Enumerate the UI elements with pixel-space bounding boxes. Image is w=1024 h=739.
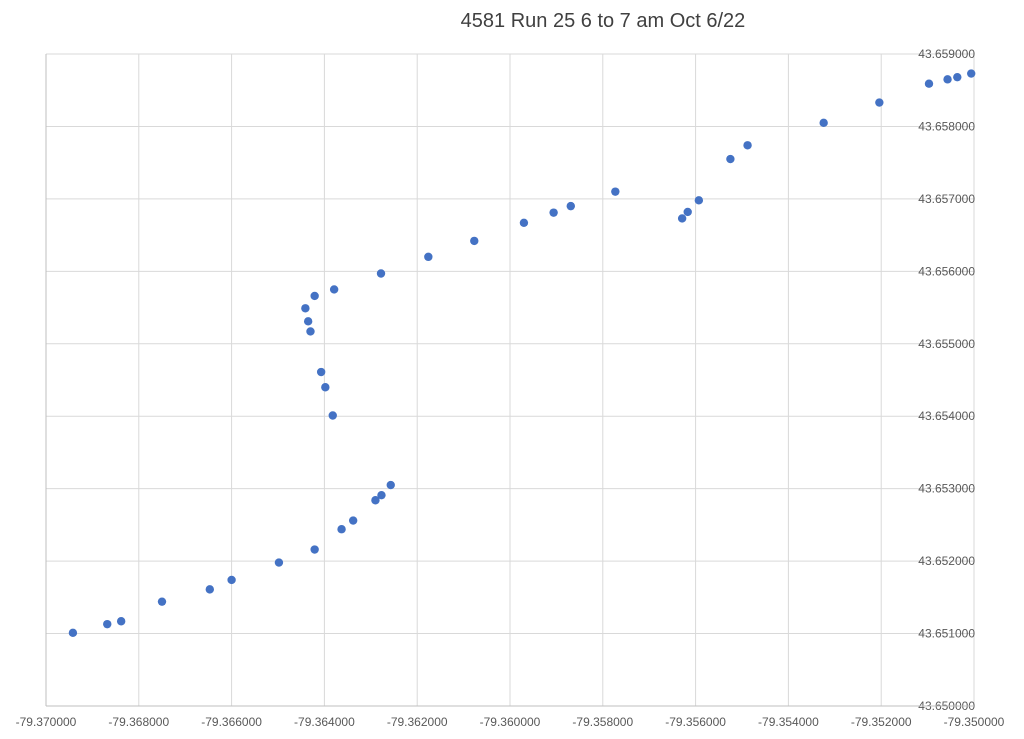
data-point (321, 383, 330, 392)
grid (45, 53, 975, 707)
data-point (683, 207, 692, 217)
y-tick-label: 43.653000 (918, 482, 975, 496)
data-point (967, 69, 976, 78)
data-point (549, 208, 558, 217)
data-point (611, 187, 620, 196)
y-tick-label: 43.651000 (918, 627, 975, 641)
chart-title: 4581 Run 25 6 to 7 am Oct 6/22 (460, 10, 746, 32)
x-tick-label: -79.358000 (572, 715, 633, 729)
x-tick-label: -79.354000 (758, 715, 819, 729)
data-point (386, 480, 395, 490)
data-point (316, 367, 326, 377)
axes: -79.370000 -79.368000 -79.366000 -79.364000… (16, 47, 1005, 729)
data-point (274, 558, 284, 567)
data-point (694, 196, 704, 205)
x-tick-label: -79.366000 (201, 715, 262, 729)
data-point (943, 75, 952, 84)
y-tick-label: 43.655000 (918, 337, 975, 351)
data-point (303, 317, 313, 326)
data-point (566, 201, 575, 211)
data-point (157, 597, 167, 606)
data-point (306, 327, 315, 336)
data-point (953, 72, 962, 82)
data-point (677, 214, 687, 223)
data-point (519, 218, 529, 227)
x-tick-label: -79.350000 (944, 715, 1005, 729)
data-point (337, 525, 346, 534)
y-tick-label: 43.656000 (918, 264, 975, 278)
data-point (103, 619, 112, 629)
x-tick-label: -79.362000 (387, 715, 448, 729)
data-point (329, 285, 339, 294)
data-point (310, 545, 319, 554)
x-tick-label: -79.370000 (16, 715, 77, 729)
x-tick-label: -79.356000 (665, 715, 726, 729)
data-points (68, 69, 976, 638)
data-point (371, 496, 380, 505)
data-point (470, 236, 479, 246)
data-point (875, 98, 884, 107)
x-tick-label: -79.364000 (294, 715, 355, 729)
data-point (376, 269, 386, 278)
data-point (377, 490, 386, 500)
y-tick-label: 43.657000 (918, 192, 975, 206)
data-point (743, 141, 752, 150)
y-tick-label: 43.658000 (918, 119, 975, 133)
data-point (819, 118, 828, 128)
data-point (116, 617, 126, 626)
data-point (424, 252, 433, 262)
x-tick-label: -79.368000 (108, 715, 169, 729)
x-tick-label: -79.360000 (480, 715, 541, 729)
data-point (328, 411, 337, 420)
data-point (348, 516, 358, 525)
data-point (726, 154, 735, 164)
y-tick-label: 43.654000 (918, 409, 975, 423)
y-tick-label: 43.659000 (918, 47, 975, 61)
data-point (205, 585, 214, 594)
data-point (924, 79, 934, 88)
data-point (301, 304, 310, 313)
data-point (68, 628, 78, 638)
y-tick-label: 43.652000 (918, 554, 975, 568)
x-tick-label: -79.352000 (851, 715, 912, 729)
data-point (310, 291, 319, 301)
data-point (227, 575, 236, 585)
